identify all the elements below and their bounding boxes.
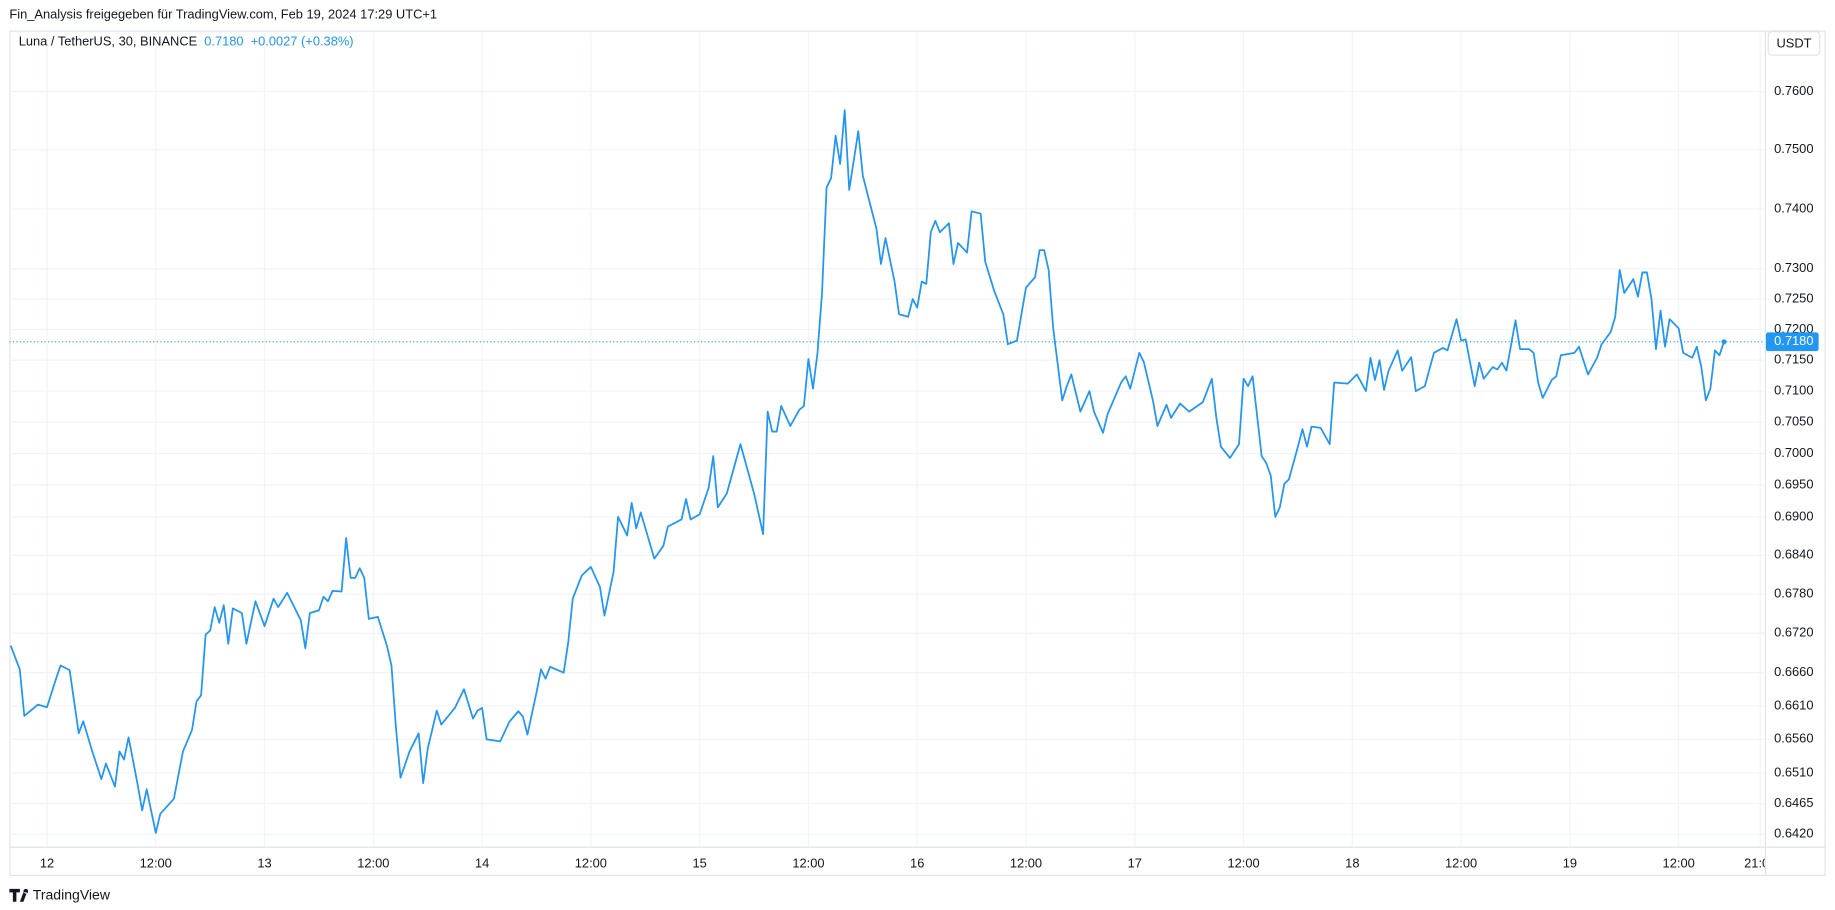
y-tick-label: 0.7400 <box>1774 200 1813 215</box>
x-tick-label: 18 <box>1345 856 1359 871</box>
legend-price: 0.7180 <box>204 34 243 49</box>
y-tick-label: 0.6465 <box>1774 795 1813 810</box>
last-point <box>1721 339 1727 345</box>
y-tick-label: 0.6950 <box>1774 477 1813 492</box>
brand-logo <box>9 888 29 902</box>
y-tick-label: 0.6560 <box>1774 731 1813 746</box>
legend-change: +0.0027 (+0.38%) <box>251 34 354 49</box>
axes: 0.76000.75000.74000.73000.72500.72000.71… <box>9 83 1819 871</box>
x-tick-label: 14 <box>475 856 489 871</box>
price-line <box>9 109 1725 834</box>
x-tick-label: 12:00 <box>575 856 607 871</box>
x-tick-label: 12:00 <box>357 856 389 871</box>
symbol-legend: Luna / TetherUS, 30, BINANCE <box>19 34 198 49</box>
y-tick-label: 0.6660 <box>1774 664 1813 679</box>
x-tick-label: 13 <box>257 856 271 871</box>
x-tick-label: 12:00 <box>1010 856 1042 871</box>
y-tick-label: 0.7600 <box>1774 83 1813 98</box>
y-tick-label: 0.6420 <box>1774 826 1813 841</box>
currency[interactable]: USDT <box>1777 35 1812 50</box>
y-tick-label: 0.6610 <box>1774 697 1813 712</box>
y-tick-label: 0.6900 <box>1774 508 1813 523</box>
grid <box>9 32 1765 847</box>
x-tick-label: 12:00 <box>1227 856 1259 871</box>
x-tick-label: 19 <box>1563 856 1577 871</box>
plot <box>9 109 1727 834</box>
y-tick-label: 0.7300 <box>1774 260 1813 275</box>
y-tick-label: 0.7150 <box>1774 352 1813 367</box>
x-tick-label: 21:00 <box>1744 856 1776 871</box>
x-tick-label: 15 <box>692 856 706 871</box>
y-tick-label: 0.6510 <box>1774 764 1813 779</box>
y-tick-label: 0.7000 <box>1774 445 1813 460</box>
y-tick-label: 0.7100 <box>1774 383 1813 398</box>
y-tick-label: 0.7500 <box>1774 141 1813 156</box>
x-tick-label: 17 <box>1128 856 1142 871</box>
x-axis: 12 12:00 13 12:00 14 12:00 15 12:00 16 12:00 17 12:… <box>40 856 1776 871</box>
brand: TradingView <box>33 887 111 903</box>
y-tick-label: 0.6780 <box>1774 586 1813 601</box>
y-tick-label: 0.7050 <box>1774 414 1813 429</box>
currency-box[interactable] <box>1767 31 1821 56</box>
x-tick-label: 12:00 <box>1445 856 1477 871</box>
x-tick-label: 12:00 <box>140 856 172 871</box>
x-tick-label: 12:00 <box>1663 856 1695 871</box>
last-price-label: 0.7180 <box>1774 333 1813 348</box>
last-price-box <box>1765 332 1819 352</box>
share-note: Fin_Analysis freigegeben für TradingView… <box>9 7 437 22</box>
y-tick-label: 0.6840 <box>1774 547 1813 562</box>
y-tick-label: 0.7200 <box>1774 321 1813 336</box>
y-tick-label: 0.7250 <box>1774 290 1813 305</box>
y-tick-label: 0.6720 <box>1774 625 1813 640</box>
x-tick-label: 12:00 <box>792 856 824 871</box>
x-tick-label: 12 <box>40 856 54 871</box>
x-tick-label: 16 <box>910 856 924 871</box>
